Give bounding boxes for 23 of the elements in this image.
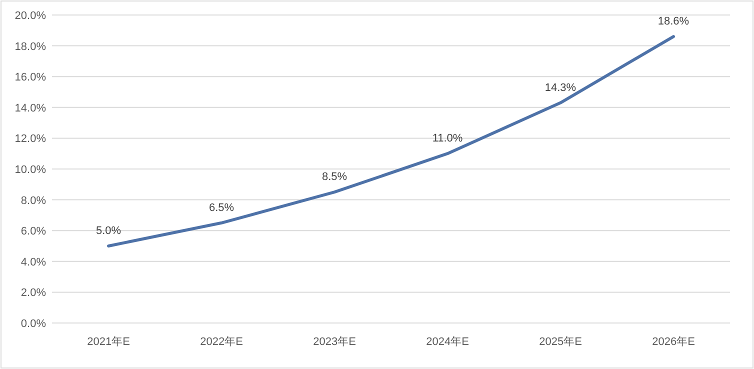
x-tick-label: 2024年E xyxy=(426,336,469,348)
y-tick-label: 20.0% xyxy=(14,10,46,22)
data-label: 8.5% xyxy=(322,171,348,184)
y-tick-label: 16.0% xyxy=(14,72,46,84)
data-label: 14.3% xyxy=(544,82,576,94)
y-tick-label: 2.0% xyxy=(20,287,46,300)
data-label: 18.6% xyxy=(658,16,690,28)
x-tick-label: 2021年E xyxy=(87,336,130,348)
y-tick-label: 12.0% xyxy=(14,133,46,146)
data-label: 11.0% xyxy=(432,132,463,145)
x-tick-label: 2026年E xyxy=(652,336,695,348)
y-tick-label: 4.0% xyxy=(20,256,46,268)
y-tick-label: 14.0% xyxy=(14,102,46,114)
y-tick-label: 8.0% xyxy=(20,194,46,207)
y-tick-label: 10.0% xyxy=(14,164,46,176)
y-tick-label: 6.0% xyxy=(20,226,46,238)
x-tick-label: 2025年E xyxy=(539,336,582,348)
data-label: 5.0% xyxy=(96,225,122,237)
x-tick-label: 2022年E xyxy=(200,336,243,348)
x-tick-label: 2023年E xyxy=(313,336,356,348)
data-label: 6.5% xyxy=(208,202,234,214)
y-tick-label: 0.0% xyxy=(20,318,46,330)
y-tick-label: 18.0% xyxy=(14,40,46,53)
